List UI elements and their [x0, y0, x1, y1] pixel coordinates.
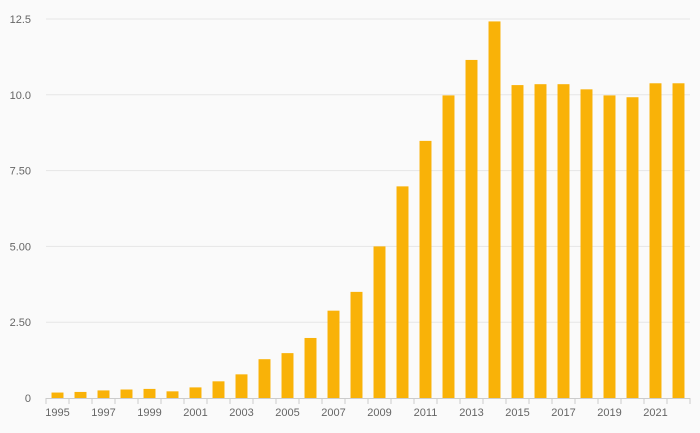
x-tick-label: 2021	[643, 407, 667, 419]
bar	[74, 391, 87, 398]
bar	[281, 353, 294, 398]
bar	[649, 83, 662, 399]
bar	[120, 389, 133, 398]
y-tick-label: 10.0	[10, 90, 31, 102]
bar	[258, 359, 271, 398]
x-tick-label: 2003	[229, 407, 253, 419]
y-tick-label: 7.50	[10, 166, 31, 178]
bar	[534, 84, 547, 399]
bar	[304, 337, 317, 398]
x-tick-label: 2011	[414, 407, 438, 419]
bar	[557, 84, 570, 399]
bar	[97, 390, 110, 398]
x-tick-label: 2013	[459, 407, 483, 419]
bar	[235, 374, 248, 398]
x-tick-label: 2005	[275, 407, 299, 419]
bar	[488, 21, 501, 399]
bar	[396, 186, 409, 398]
x-tick-label: 2015	[505, 407, 529, 419]
bar	[419, 140, 432, 398]
gridlines	[46, 18, 690, 323]
bar	[143, 388, 156, 398]
bar	[511, 85, 524, 399]
y-tick-label: 2.50	[10, 317, 31, 329]
x-tick-label: 2017	[551, 407, 575, 419]
bar	[442, 95, 455, 398]
bars	[51, 21, 685, 399]
bar	[603, 95, 616, 398]
x-tick-label: 1997	[91, 407, 115, 419]
bar	[212, 381, 225, 398]
x-tick-label: 2009	[367, 407, 391, 419]
bar	[327, 310, 340, 398]
x-tick-label: 2007	[321, 407, 345, 419]
x-axis	[45, 398, 691, 404]
x-tick-label: 1999	[137, 407, 161, 419]
bar	[350, 291, 363, 398]
bar	[580, 89, 593, 398]
y-tick-label: 5.00	[10, 241, 31, 253]
bar	[166, 391, 179, 398]
bar	[189, 387, 202, 398]
x-tick-label: 2001	[183, 407, 207, 419]
bar	[51, 392, 64, 398]
bar	[626, 97, 639, 399]
y-axis-tick-labels: 0 2.50 5.00 7.50 10.0 12.5	[10, 14, 31, 405]
x-tick-label: 2019	[597, 407, 621, 419]
bar	[465, 59, 478, 398]
bar	[672, 83, 685, 399]
bar	[373, 246, 386, 398]
y-tick-label: 0	[25, 393, 31, 405]
y-tick-label: 12.5	[10, 14, 31, 26]
x-tick-label: 1995	[45, 407, 69, 419]
x-axis-tick-labels: 1995 1997 1999 2001 2003 2005 2007 2009 2011 2013…	[45, 407, 667, 419]
